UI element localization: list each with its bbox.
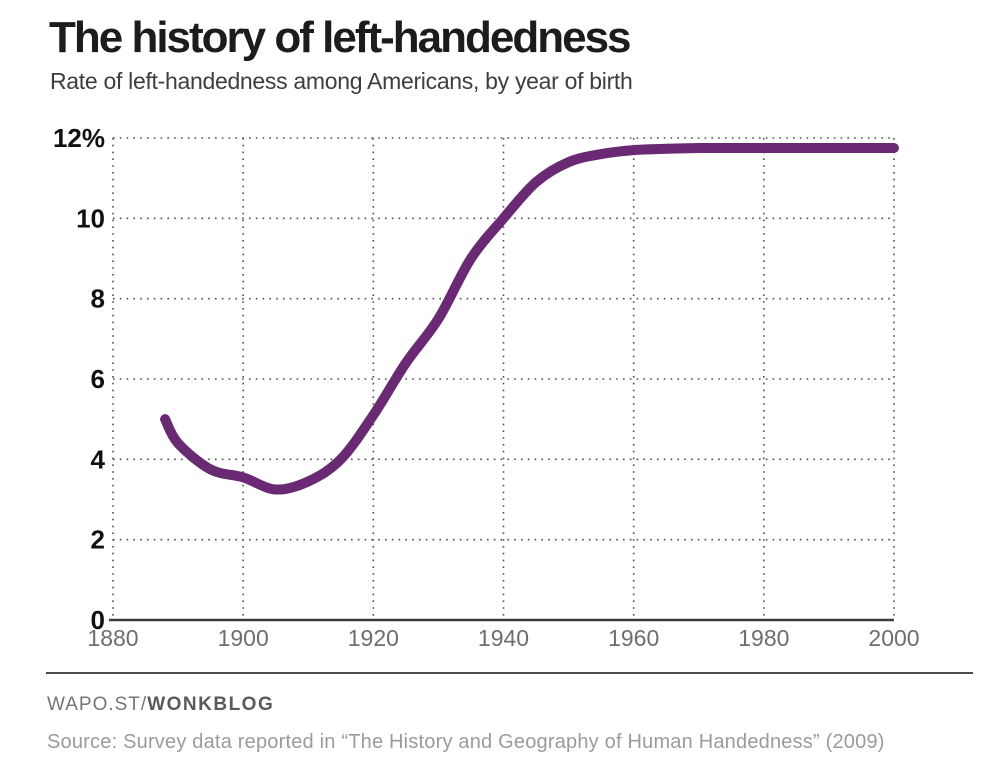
x-axis-tick-label: 1940 [478, 625, 529, 651]
chart-subtitle: Rate of left-handedness among Americans,… [50, 68, 633, 94]
y-axis-tick-label: 6 [91, 364, 105, 394]
y-axis-tick-label: 12% [53, 123, 105, 153]
footer-divider [46, 672, 973, 674]
source-attribution: Source: Survey data reported in “The His… [47, 731, 885, 753]
x-axis-tick-label: 1880 [87, 625, 138, 651]
x-axis-tick-label: 1980 [738, 625, 789, 651]
chart-title: The history of left-handedness [49, 13, 632, 62]
x-axis-tick-label: 1900 [218, 625, 269, 651]
y-axis-tick-label: 0 [91, 605, 105, 635]
x-axis-tick-label: 1920 [348, 625, 399, 651]
y-axis-tick-label: 8 [91, 284, 105, 314]
line-series-left-handedness [160, 142, 899, 495]
y-axis-tick-label: 10 [76, 203, 105, 233]
brand-prefix: WAPO.ST/ [47, 694, 148, 715]
x-axis-tick-label: 1960 [608, 625, 659, 651]
brand-wonkblog: WONKBLOG [147, 694, 275, 715]
x-axis-tick-label: 2000 [868, 625, 919, 651]
y-axis-tick-label: 4 [91, 444, 106, 474]
brand-line: WAPO.ST/WONKBLOG [47, 694, 274, 716]
y-axis-tick-label: 2 [91, 525, 105, 555]
